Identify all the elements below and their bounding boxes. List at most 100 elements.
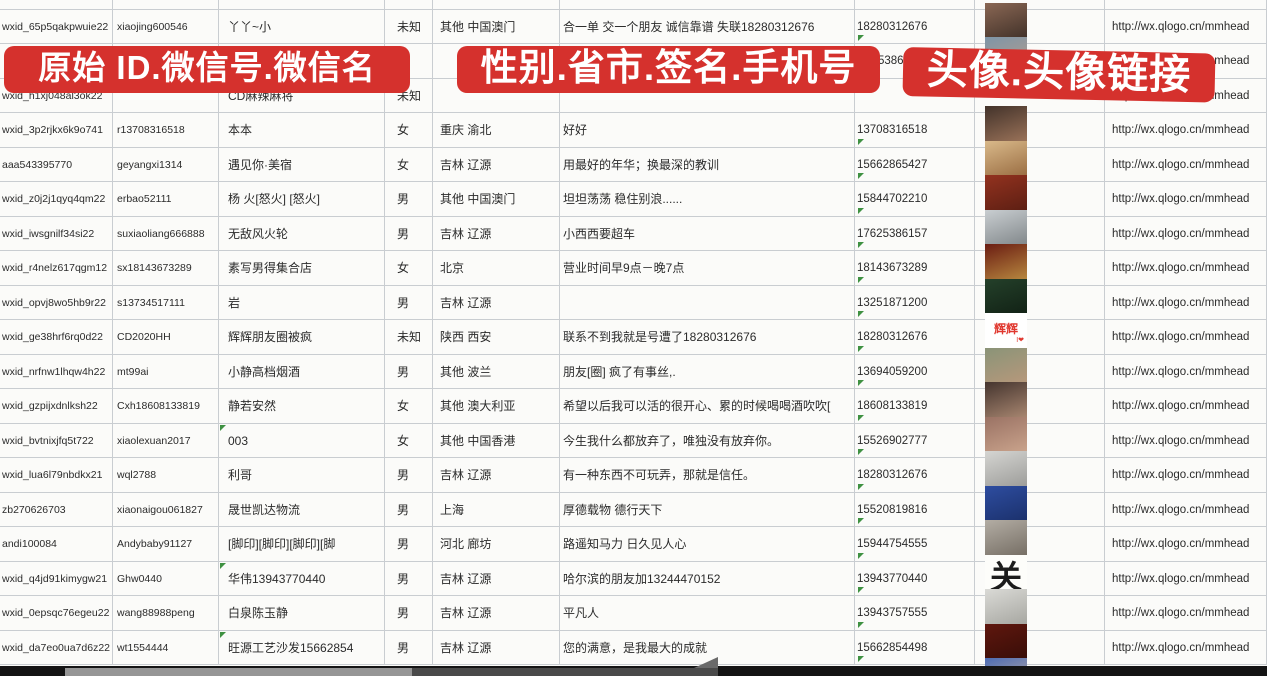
cell-nickname[interactable]: 华伟13943770440	[219, 562, 385, 596]
cell-avatar[interactable]	[975, 527, 1105, 562]
cell-phone[interactable]: 13251871200	[855, 286, 975, 320]
cell-original-id[interactable]: andi100084	[0, 527, 113, 562]
cell-phone[interactable]: 13694059200	[855, 355, 975, 389]
horizontal-scrollbar-thumb[interactable]	[65, 668, 412, 676]
cell-original-id[interactable]: wxid_0epsqc76egeu22	[0, 596, 113, 631]
cell-original-id[interactable]: wxid_65p5qakpwuie22	[0, 10, 113, 44]
cell-nickname[interactable]: 利哥	[219, 458, 385, 493]
cell-wechat-id[interactable]	[113, 79, 219, 113]
cell-region[interactable]: 其他 中国澳门	[433, 10, 560, 44]
cell-avatar-link[interactable]: http://wx.qlogo.cn/mmhead	[1105, 493, 1267, 527]
cell-nickname[interactable]: 白泉陈玉静	[219, 596, 385, 631]
cell-phone[interactable]: 13943770440	[855, 562, 975, 596]
cell-wechat-id[interactable]: mt99ai	[113, 355, 219, 389]
cell-original-id[interactable]: wxid_3p2rjkx6k9o741	[0, 113, 113, 148]
cell-signature[interactable]: 厚德载物 德行天下	[560, 493, 855, 527]
cell-gender[interactable]	[385, 0, 433, 10]
cell-region[interactable]: 重庆 渝北	[433, 113, 560, 148]
cell-gender[interactable]: 女	[385, 251, 433, 286]
cell-region[interactable]: 吉林 辽源	[433, 596, 560, 631]
cell-avatar[interactable]	[975, 217, 1105, 251]
cell-signature[interactable]: 有一种东西不可玩弄，那就是信任。	[560, 458, 855, 493]
cell-phone[interactable]: 15844702210	[855, 182, 975, 217]
cell-gender[interactable]: 女	[385, 424, 433, 458]
cell-avatar[interactable]	[975, 113, 1105, 148]
cell-avatar[interactable]	[975, 493, 1105, 527]
cell-avatar-link[interactable]: http://wx.qlogo.cn/mmhead	[1105, 631, 1267, 665]
cell-gender[interactable]: 男	[385, 458, 433, 493]
cell-original-id[interactable]	[0, 0, 113, 10]
cell-wechat-id[interactable]: xiaojing600546	[113, 10, 219, 44]
cell-region[interactable]: 吉林 辽源	[433, 458, 560, 493]
cell-wechat-id[interactable]: Andybaby91127	[113, 527, 219, 562]
cell-gender[interactable]: 男	[385, 217, 433, 251]
cell-phone[interactable]: 15520819816	[855, 493, 975, 527]
cell-gender[interactable]: 男	[385, 596, 433, 631]
cell-signature[interactable]: 好好	[560, 113, 855, 148]
cell-signature[interactable]	[560, 286, 855, 320]
cell-avatar-link[interactable]: http://wx.qlogo.cn/mmhead	[1105, 10, 1267, 44]
cell-avatar-link[interactable]: http://wx.qlogo.cn/mmhead	[1105, 251, 1267, 286]
cell-signature[interactable]: 合一单 交一个朋友 诚信靠谱 失联18280312676	[560, 10, 855, 44]
cell-wechat-id[interactable]: wql2788	[113, 458, 219, 493]
cell-region[interactable]: 吉林 辽源	[433, 148, 560, 182]
cell-avatar-link[interactable]: http://wx.qlogo.cn/mmhead	[1105, 389, 1267, 424]
cell-original-id[interactable]: wxid_lua6l79nbdkx21	[0, 458, 113, 493]
cell-region[interactable]: 吉林 辽源	[433, 562, 560, 596]
cell-signature[interactable]: 平凡人	[560, 596, 855, 631]
cell-gender[interactable]: 男	[385, 355, 433, 389]
cell-gender[interactable]: 未知	[385, 10, 433, 44]
cell-avatar-link[interactable]	[1105, 0, 1267, 10]
cell-gender[interactable]: 女	[385, 389, 433, 424]
cell-gender[interactable]: 男	[385, 631, 433, 665]
cell-original-id[interactable]: wxid_da7eo0ua7d6z22	[0, 631, 113, 665]
cell-signature[interactable]: 营业时间早9点－晚7点	[560, 251, 855, 286]
cell-phone[interactable]: 17625386157	[855, 217, 975, 251]
cell-region[interactable]: 其他 波兰	[433, 355, 560, 389]
cell-avatar-link[interactable]: http://wx.qlogo.cn/mmhead	[1105, 562, 1267, 596]
cell-nickname[interactable]: 岩	[219, 286, 385, 320]
cell-original-id[interactable]: wxid_ge38hrf6rq0d22	[0, 320, 113, 355]
cell-phone[interactable]: 15526902777	[855, 424, 975, 458]
cell-original-id[interactable]: wxid_bvtnixjfq5t722	[0, 424, 113, 458]
cell-gender[interactable]: 男	[385, 562, 433, 596]
cell-nickname[interactable]: 静若安然	[219, 389, 385, 424]
cell-wechat-id[interactable]: wt1554444	[113, 631, 219, 665]
cell-phone[interactable]: 15944754555	[855, 527, 975, 562]
cell-avatar[interactable]	[975, 320, 1105, 355]
cell-nickname[interactable]: 小静高档烟酒	[219, 355, 385, 389]
cell-gender[interactable]: 未知	[385, 320, 433, 355]
cell-signature[interactable]	[560, 79, 855, 113]
cell-wechat-id[interactable]: Ghw0440	[113, 562, 219, 596]
cell-signature[interactable]: 哈尔滨的朋友加13244470152	[560, 562, 855, 596]
cell-wechat-id[interactable]: wang88988peng	[113, 596, 219, 631]
cell-avatar[interactable]	[975, 182, 1105, 217]
cell-signature[interactable]: 希望以后我可以活的很开心、累的时候喝喝酒吹吹[	[560, 389, 855, 424]
cell-avatar[interactable]	[975, 251, 1105, 286]
cell-region[interactable]: 吉林 辽源	[433, 631, 560, 665]
cell-original-id[interactable]: wxid_nrfnw1lhqw4h22	[0, 355, 113, 389]
cell-original-id[interactable]: aaa543395770	[0, 148, 113, 182]
cell-phone[interactable]: 18143673289	[855, 251, 975, 286]
cell-signature[interactable]: 联系不到我就是号遭了18280312676	[560, 320, 855, 355]
cell-phone[interactable]	[855, 0, 975, 10]
cell-region[interactable]: 陕西 西安	[433, 320, 560, 355]
cell-phone[interactable]: 18280312676	[855, 10, 975, 44]
cell-avatar-link[interactable]: http://wx.qlogo.cn/mmhead	[1105, 355, 1267, 389]
cell-phone[interactable]: 15662865427	[855, 148, 975, 182]
cell-signature[interactable]: 坦坦荡荡 稳住别浪......	[560, 182, 855, 217]
cell-gender[interactable]: 男	[385, 527, 433, 562]
cell-original-id[interactable]: wxid_q4jd91kimygw21	[0, 562, 113, 596]
cell-avatar[interactable]	[975, 148, 1105, 182]
cell-avatar-link[interactable]: http://wx.qlogo.cn/mmhead	[1105, 217, 1267, 251]
cell-signature[interactable]: 路遥知马力 日久见人心	[560, 527, 855, 562]
cell-original-id[interactable]: zb270626703	[0, 493, 113, 527]
cell-region[interactable]: 吉林 辽源	[433, 286, 560, 320]
cell-wechat-id[interactable]: geyangxi1314	[113, 148, 219, 182]
cell-avatar[interactable]	[975, 424, 1105, 458]
cell-avatar-link[interactable]: http://wx.qlogo.cn/mmhead	[1105, 424, 1267, 458]
cell-nickname[interactable]: 本本	[219, 113, 385, 148]
cell-phone[interactable]: 13943757555	[855, 596, 975, 631]
cell-region[interactable]	[433, 79, 560, 113]
cell-wechat-id[interactable]	[113, 0, 219, 10]
